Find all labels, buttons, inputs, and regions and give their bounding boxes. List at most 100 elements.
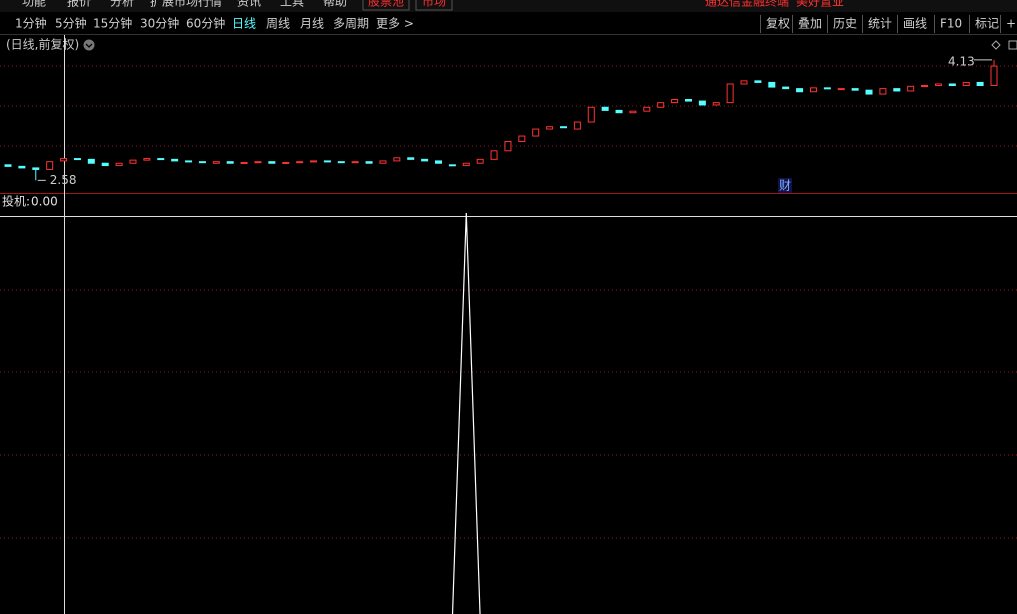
menu-item[interactable]: 资讯 [237,0,261,9]
menu-box [362,0,410,11]
candle-body [768,81,776,88]
indicator-label: 投机: [2,194,30,209]
candle-body [32,167,40,170]
candle-body [990,65,998,87]
menu-box [415,0,453,11]
candle-body [962,81,970,87]
stock-name: 美好置业 [796,0,844,9]
tool-button[interactable]: 复权 [766,17,790,31]
dropdown-arrow [85,43,93,48]
candle-body [559,126,567,129]
candle-body [60,158,68,162]
candle-body [435,160,443,164]
candle-body [921,85,929,88]
candle-body [4,164,12,167]
period-tab[interactable]: 30分钟 [140,16,179,31]
candle-body [296,161,304,164]
candle-body [421,158,429,162]
candle-body [657,102,665,108]
candle-body [740,80,748,85]
candle-body [240,161,248,164]
candle-body [546,126,554,130]
event-tag[interactable]: 财 [779,179,791,193]
candle-body [879,88,887,95]
candle-body [393,157,401,162]
candle-body [782,86,790,90]
diamond-icon[interactable] [991,40,1001,50]
candle-body [337,161,345,164]
dropdown-icon[interactable] [83,39,95,51]
candle-body [462,162,470,167]
candle-body [310,160,318,163]
annotation-label: 4.13 [948,54,975,68]
period-tab[interactable]: 月线 [300,17,324,31]
chart-label: (日线,前复权) [6,37,79,52]
square-icon[interactable] [1008,40,1017,50]
candle-body [198,161,206,164]
tool-button[interactable]: 统计 [868,17,892,31]
period-tab[interactable]: 日线 [232,17,256,31]
candle-body [351,161,359,164]
menu-bar [0,0,1017,12]
candle-body [323,160,331,163]
candle-body [46,161,54,170]
candle-body [504,140,512,152]
tool-button[interactable]: 叠加 [798,17,822,31]
candle-body [490,150,498,160]
candle-body [643,106,651,112]
tool-button[interactable]: 标记 [975,17,999,31]
tool-button[interactable]: +自 [1006,17,1017,31]
annotation-label: 2.58 [50,173,77,187]
candle-body [254,161,262,164]
menu-item[interactable]: 工具 [280,0,304,9]
menu-item[interactable]: 功能 [22,0,46,9]
menu-item[interactable]: 市场 [422,0,446,9]
candle-body [268,161,276,164]
candle-body [809,87,817,93]
tool-button[interactable]: 画线 [903,17,927,31]
candle-body [796,88,804,93]
candle-body [212,161,220,164]
period-tab[interactable]: 5分钟 [55,16,87,31]
candle-body [893,88,901,92]
candle-body [629,110,637,114]
candle-body [185,160,193,163]
period-tab[interactable]: 更多 > [376,17,414,31]
menu-item[interactable]: 分析 [110,0,134,9]
period-tab[interactable]: 60分钟 [186,16,225,31]
candle-body [379,160,387,164]
candle-body [754,80,762,83]
candle-body [365,161,373,164]
candle-body [726,83,734,104]
app-title: 通达信金融终端 [705,0,789,9]
candle-body [115,162,123,167]
candle-body [407,157,415,160]
period-tab[interactable]: 15分钟 [93,16,132,31]
candle-body [712,102,720,106]
candle-body [282,161,290,164]
candle-body [601,106,609,111]
candle-body [157,158,165,161]
menu-item[interactable]: 扩展市场行情 [150,0,222,9]
period-tab[interactable]: 周线 [266,17,290,31]
period-tab[interactable]: 1分钟 [15,16,47,31]
candle-body [448,164,456,167]
tool-button[interactable]: 历史 [833,17,857,31]
menu-item[interactable]: 股票池 [368,0,404,9]
candle-body [587,106,595,123]
candle-body [476,158,484,164]
candle-body [934,83,942,87]
tool-button[interactable]: F10 [940,17,962,31]
event-tag-box[interactable] [778,178,792,193]
candle-body [129,159,137,164]
menu-item[interactable]: 报价 [67,0,91,9]
period-tab[interactable]: 多周期 [333,17,369,31]
candle-body [837,88,845,91]
candle-body [532,128,540,137]
candle-body [171,158,179,162]
candle-body [684,99,692,102]
candle-body [518,135,526,142]
menu-item[interactable]: 帮助 [323,0,347,9]
